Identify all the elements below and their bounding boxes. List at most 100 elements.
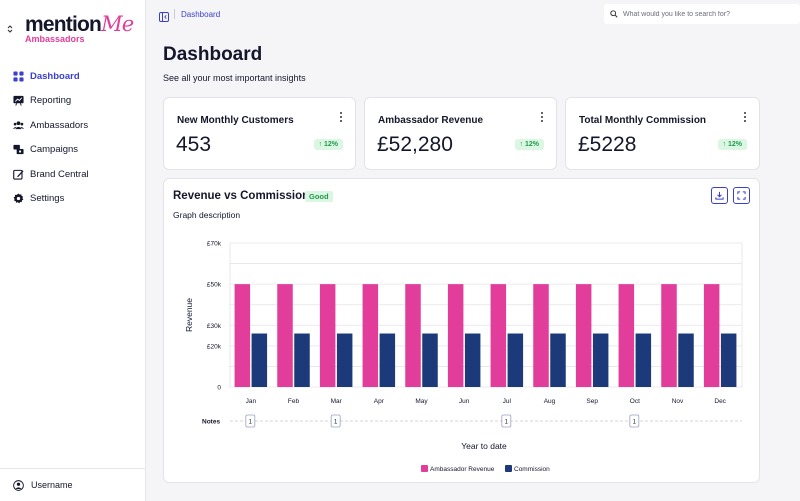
y-tick-label: £30k xyxy=(207,323,222,330)
bar-commission xyxy=(550,333,566,387)
campaigns-icon xyxy=(13,144,24,155)
sidebar-item-label: Campaigns xyxy=(30,144,79,156)
sidebar-item-label: Dashboard xyxy=(30,70,80,82)
x-tick-label: Aug xyxy=(544,398,556,405)
brand-switcher-icon[interactable] xyxy=(7,24,13,34)
logo[interactable]: mentionMe Ambassadors xyxy=(25,12,134,44)
change-value: 12% xyxy=(727,141,742,148)
page-title: Dashboard xyxy=(163,44,263,65)
note-marker xyxy=(501,414,512,428)
sidebar-item-reporting[interactable]: Reporting xyxy=(0,89,146,114)
y-axis-label: Revenue xyxy=(184,298,194,332)
stat-card-ambassador-revenue: Ambassador Revenue £52,280 ↑ 12% xyxy=(364,97,557,170)
bar-commission xyxy=(592,333,609,387)
change-value: 12% xyxy=(524,141,539,148)
note-count: 1 xyxy=(505,419,509,425)
search-icon xyxy=(610,10,618,18)
sidebar-item-label: Brand Central xyxy=(30,168,89,180)
x-axis-label: Year to date xyxy=(461,441,507,451)
notes-label: Notes xyxy=(202,419,220,426)
note-marker xyxy=(245,414,256,428)
x-tick-label: Jul xyxy=(503,398,512,405)
expand-icon xyxy=(737,191,746,200)
bar-ambassador-revenue xyxy=(533,284,549,387)
topbar: Dashboard xyxy=(146,0,800,28)
change-badge: ↑ 12% xyxy=(313,139,343,150)
more-options-icon[interactable] xyxy=(340,112,342,122)
chart-description: Graph description xyxy=(173,210,241,220)
sidebar-item-campaigns[interactable]: Campaigns xyxy=(0,138,146,163)
bar-ambassador-revenue xyxy=(234,284,251,387)
stat-value: £52,280 xyxy=(377,133,453,156)
bar-ambassador-revenue xyxy=(277,284,293,387)
username: Username xyxy=(31,480,73,490)
x-tick-label: Nov xyxy=(672,398,684,405)
x-tick-label: Sep xyxy=(586,398,598,405)
y-tick-label: £50k xyxy=(207,282,222,289)
sidebar-item-dashboard[interactable]: Dashboard xyxy=(0,64,146,89)
search-box[interactable] xyxy=(604,4,800,24)
sidebar-toggle-icon[interactable] xyxy=(159,9,169,22)
chart-title: Revenue vs Commission xyxy=(173,190,310,202)
stat-card-new-customers: New Monthly Customers 453 ↑ 12% xyxy=(163,97,356,170)
y-tick-label: 0 xyxy=(217,385,221,392)
sidebar-item-ambassadors[interactable]: Ambassadors xyxy=(0,113,146,138)
more-options-icon[interactable] xyxy=(541,112,543,122)
legend-label: Commission xyxy=(514,466,550,473)
legend-swatch-commission xyxy=(505,465,512,472)
breadcrumb[interactable]: Dashboard xyxy=(181,10,221,19)
bar-ambassador-revenue xyxy=(490,284,507,387)
note-count: 1 xyxy=(334,419,338,425)
x-tick-label: May xyxy=(415,398,428,405)
bar-ambassador-revenue xyxy=(405,284,421,387)
y-tick-label: £20k xyxy=(207,343,222,350)
x-tick-label: Oct xyxy=(630,398,640,405)
note-marker xyxy=(330,414,341,428)
sidebar-nav: Dashboard Reporting Ambassadors Campaign… xyxy=(0,64,146,211)
download-button[interactable] xyxy=(711,187,728,204)
bar-commission xyxy=(294,333,310,387)
fullscreen-button[interactable] xyxy=(733,187,750,204)
stat-title: Total Monthly Commission xyxy=(579,115,707,126)
more-options-icon[interactable] xyxy=(744,112,746,122)
gear-icon xyxy=(13,193,24,204)
bar-ambassador-revenue xyxy=(575,284,592,387)
status-badge: Good xyxy=(305,191,333,202)
bar-chart: 0 £20k £30k £50k £70k Revenue Jan Feb Mar Apr May J… xyxy=(184,241,743,473)
bar-commission xyxy=(720,333,737,387)
sidebar-item-label: Settings xyxy=(30,193,65,205)
bar-ambassador-revenue xyxy=(661,284,677,387)
note-count: 1 xyxy=(249,419,253,425)
bar-commission xyxy=(336,333,353,387)
bar-commission xyxy=(635,333,652,387)
sidebar: mentionMe Ambassadors Dashboard Reportin… xyxy=(0,0,146,501)
stat-title: Ambassador Revenue xyxy=(378,115,484,126)
edit-icon xyxy=(13,169,24,180)
legend-swatch-revenue xyxy=(421,465,428,472)
change-badge: ↑ 12% xyxy=(514,139,544,150)
y-tick-label: £70k xyxy=(207,241,222,248)
sidebar-item-brand-central[interactable]: Brand Central xyxy=(0,162,146,187)
sidebar-item-label: Reporting xyxy=(30,95,72,107)
logo-text-me: Me xyxy=(101,12,134,36)
download-icon xyxy=(715,191,724,200)
search-input[interactable] xyxy=(623,10,793,18)
bar-commission xyxy=(422,333,438,387)
users-icon xyxy=(13,120,24,131)
x-tick-label: Apr xyxy=(374,398,385,405)
sidebar-item-settings[interactable]: Settings xyxy=(0,187,146,212)
x-tick-label: Dec xyxy=(714,398,726,405)
bar-commission xyxy=(251,333,268,387)
chart-card: Revenue vs Commission Good Graph descrip… xyxy=(163,178,760,483)
change-badge: ↑ 12% xyxy=(717,139,747,150)
bar-ambassador-revenue xyxy=(703,284,720,387)
note-marker xyxy=(629,414,640,428)
bar-commission xyxy=(678,333,694,387)
user-menu[interactable]: Username xyxy=(0,468,146,501)
x-tick-label: Feb xyxy=(288,398,300,405)
stat-title: New Monthly Customers xyxy=(177,115,294,126)
bar-commission xyxy=(379,333,396,387)
bar-commission xyxy=(507,333,524,387)
page-subtitle: See all your most important insights xyxy=(163,73,306,83)
legend-label: Ambassador Revenue xyxy=(430,466,495,473)
